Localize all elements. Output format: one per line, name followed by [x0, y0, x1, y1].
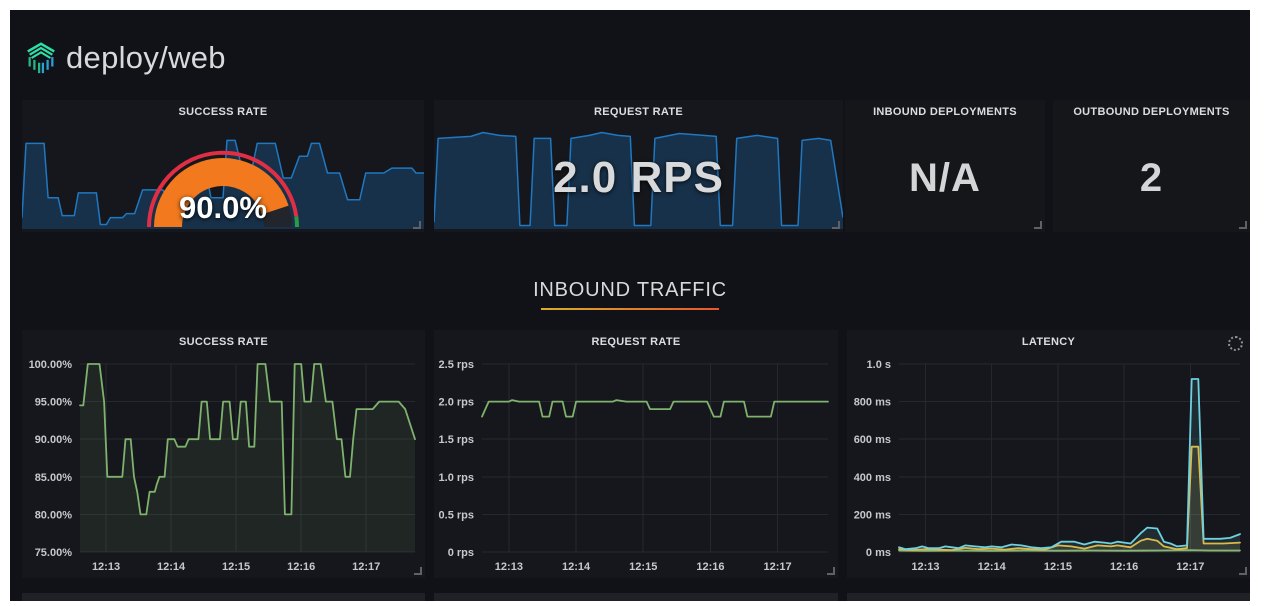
panel-success-rate-chart: SUCCESS RATE 12:13 12:14 12:15 12:16 12:17 10…: [22, 330, 425, 578]
gauge-value: 90.0%: [179, 190, 267, 225]
svg-text:12:16: 12:16: [1110, 561, 1138, 573]
svg-text:200 ms: 200 ms: [854, 509, 891, 521]
svg-text:1.0 rps: 1.0 rps: [439, 472, 474, 484]
svg-text:90.00%: 90.00%: [35, 434, 73, 446]
svg-text:12:13: 12:13: [92, 561, 120, 573]
section-underline: [541, 307, 719, 310]
section-title: INBOUND TRAFFIC: [533, 278, 727, 301]
latency-chart-canvas[interactable]: 12:13 12:14 12:15 12:16 12:17 1.0 s 800 ms 600 …: [847, 354, 1250, 578]
svg-text:85.00%: 85.00%: [35, 472, 73, 484]
panel-resize-handle[interactable]: [827, 567, 835, 575]
success-rate-sparkline: [22, 127, 424, 229]
svg-text:75.00%: 75.00%: [35, 547, 73, 559]
panel-resize-handle[interactable]: [1034, 221, 1042, 229]
svg-text:0 ms: 0 ms: [866, 547, 891, 559]
svg-text:0.5 rps: 0.5 rps: [439, 509, 474, 521]
svg-text:2.0 rps: 2.0 rps: [439, 397, 474, 409]
panel-title[interactable]: LATENCY: [1021, 336, 1076, 348]
svg-text:12:15: 12:15: [629, 561, 657, 573]
request-rate-value: 2.0 RPS: [553, 153, 724, 202]
panel-title[interactable]: SUCCESS RATE: [178, 106, 268, 118]
loading-spinner-icon: [1228, 336, 1243, 351]
svg-text:1.5 rps: 1.5 rps: [439, 434, 474, 446]
svg-text:12:13: 12:13: [495, 561, 523, 573]
panel-title[interactable]: REQUEST RATE: [594, 106, 683, 118]
grafana-dashboard: deploy/web SUCCESS RATE 90.0% REQUEST RA…: [10, 10, 1250, 601]
svg-text:12:17: 12:17: [764, 561, 792, 573]
svg-text:0 rps: 0 rps: [448, 547, 474, 559]
panel-request-rate-chart: REQUEST RATE 12:13 12:14 12:15 12:16 12:17 2.…: [434, 330, 838, 578]
panel-inbound-deployments: INBOUND DEPLOYMENTS N/A: [845, 100, 1045, 232]
panel-title[interactable]: REQUEST RATE: [591, 336, 681, 348]
svg-text:800 ms: 800 ms: [854, 397, 891, 409]
svg-text:12:16: 12:16: [696, 561, 724, 573]
outbound-deployments-value: 2: [1139, 155, 1164, 200]
svg-text:12:13: 12:13: [911, 561, 939, 573]
svg-text:100.00%: 100.00%: [29, 359, 73, 371]
section-inbound-traffic: INBOUND TRAFFIC: [10, 268, 1250, 320]
success-rate-gauge: [137, 141, 309, 229]
dashboard-header: deploy/web: [24, 36, 226, 80]
panel-resize-handle[interactable]: [1239, 221, 1247, 229]
dashboard-title: deploy/web: [66, 40, 226, 75]
svg-text:12:17: 12:17: [352, 561, 380, 573]
request-rate-chart-canvas[interactable]: 12:13 12:14 12:15 12:16 12:17 2.5 rps 2.0 rps 1…: [434, 354, 838, 578]
panel-title[interactable]: INBOUND DEPLOYMENTS: [873, 106, 1017, 118]
svg-text:12:16: 12:16: [287, 561, 315, 573]
svg-text:2.5 rps: 2.5 rps: [439, 359, 474, 371]
panel-title[interactable]: SUCCESS RATE: [179, 336, 268, 348]
svg-text:80.00%: 80.00%: [35, 509, 73, 521]
svg-text:12:15: 12:15: [1044, 561, 1072, 573]
svg-text:12:14: 12:14: [562, 561, 591, 573]
panel-resize-handle[interactable]: [413, 221, 421, 229]
inbound-deployments-value: N/A: [909, 155, 981, 200]
panel-success-rate-stat: SUCCESS RATE 90.0%: [22, 100, 424, 232]
panel-resize-handle[interactable]: [414, 567, 422, 575]
svg-text:12:14: 12:14: [157, 561, 186, 573]
svg-text:400 ms: 400 ms: [854, 472, 891, 484]
svg-text:12:15: 12:15: [222, 561, 250, 573]
next-row-panel-edge: [434, 593, 838, 601]
request-rate-sparkline: [434, 127, 843, 229]
panel-resize-handle[interactable]: [1239, 567, 1247, 575]
next-row-panel-edge: [22, 593, 425, 601]
deploy-logo-icon: [24, 39, 58, 77]
svg-text:1.0 s: 1.0 s: [867, 359, 891, 371]
svg-text:600 ms: 600 ms: [854, 434, 891, 446]
panel-outbound-deployments: OUTBOUND DEPLOYMENTS 2: [1053, 100, 1250, 232]
success-rate-chart-canvas[interactable]: 12:13 12:14 12:15 12:16 12:17 100.00% 95.00% 90…: [22, 354, 425, 578]
panel-request-rate-stat: REQUEST RATE 2.0 RPS: [434, 100, 843, 232]
panel-latency-chart: LATENCY 12:13 12:14 12:15 12:16 12:17 1.0 s 80…: [847, 330, 1250, 578]
svg-text:12:14: 12:14: [978, 561, 1007, 573]
svg-text:95.00%: 95.00%: [35, 397, 73, 409]
panel-title[interactable]: OUTBOUND DEPLOYMENTS: [1073, 106, 1230, 118]
panel-resize-handle[interactable]: [832, 221, 840, 229]
svg-text:12:17: 12:17: [1176, 561, 1204, 573]
next-row-panel-edge: [847, 593, 1250, 601]
